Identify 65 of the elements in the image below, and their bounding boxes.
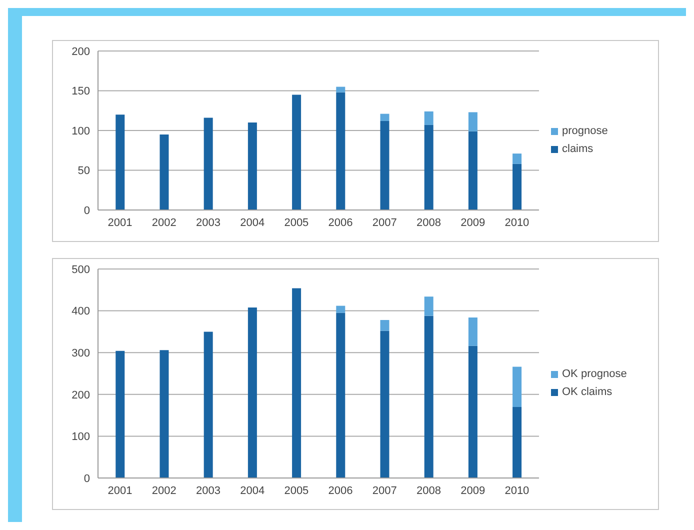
x-tick-label: 2007 [372,216,397,229]
bar [512,406,522,478]
x-tick-label: 2005 [284,484,309,497]
bar [468,317,478,346]
bar [336,92,346,210]
bar [468,346,478,478]
bar [292,94,302,210]
x-tick-label: 2008 [416,484,441,497]
bar [336,86,346,92]
bar [204,118,213,210]
legend-label: claims [562,143,594,155]
y-tick-label: 100 [72,125,90,138]
bar [512,154,522,164]
legend-label: prognose [562,125,608,137]
bar [336,306,346,313]
bar [424,296,434,316]
bar [336,312,346,478]
x-tick-label: 2003 [196,216,220,229]
y-tick-label: 50 [78,165,90,178]
y-tick-label: 200 [72,46,90,58]
bar [380,320,390,331]
bar [248,122,257,210]
bar [380,114,390,121]
x-tick-label: 2005 [284,216,309,229]
legend-label: OK claims [562,386,612,398]
x-tick-label: 2002 [152,484,176,497]
y-tick-label: 200 [72,389,90,402]
bar [248,307,257,478]
bar [424,316,434,478]
x-tick-label: 2004 [240,484,265,497]
x-tick-label: 2004 [240,216,265,229]
bar [204,332,213,478]
x-tick-label: 2008 [416,216,441,229]
y-tick-label: 0 [84,472,90,485]
bar [380,120,390,210]
y-tick-label: 500 [72,264,90,276]
x-tick-label: 2009 [460,216,486,229]
y-tick-label: 0 [84,204,90,217]
y-tick-label: 300 [72,348,90,360]
bar [292,288,302,478]
bar [160,134,169,210]
bar [116,350,125,478]
x-tick-label: 2003 [196,484,220,497]
x-tick-label: 2010 [504,484,530,497]
bar [380,330,390,478]
x-tick-label: 2007 [372,484,397,497]
x-tick-label: 2001 [108,484,132,497]
legend-label: OK prognose [562,368,627,380]
x-tick-label: 2010 [504,216,530,229]
x-tick-label: 2002 [152,216,176,229]
x-tick-label: 2006 [328,484,353,497]
y-tick-label: 400 [72,306,90,318]
bar [512,366,522,407]
x-tick-label: 2001 [108,216,132,229]
x-tick-label: 2006 [328,216,353,229]
bar [160,350,169,478]
bar [116,114,125,210]
bar [424,111,434,125]
bar [468,131,478,210]
y-tick-label: 150 [72,86,90,98]
bar [424,124,434,210]
bar [512,164,522,210]
x-tick-label: 2009 [460,484,486,497]
bar [468,112,478,132]
y-tick-label: 100 [72,431,90,444]
